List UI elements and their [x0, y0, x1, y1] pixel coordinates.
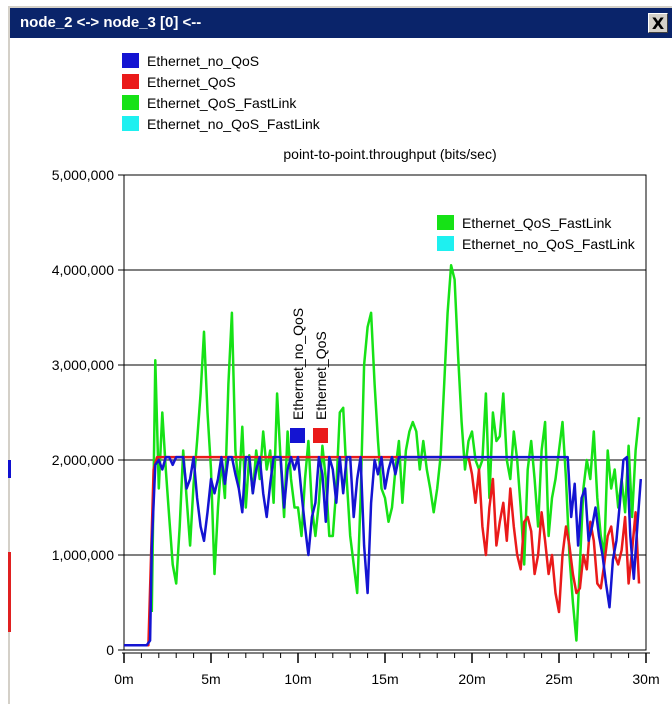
graph-window: node_2 <-> node_3 [0] <-- X — [8, 6, 672, 704]
legend-label: Ethernet_QoS — [147, 73, 236, 90]
window-title: node_2 <-> node_3 [0] <-- — [20, 14, 202, 31]
y-tick-label: 4,000,000 — [52, 262, 114, 278]
legend-label: Ethernet_no_QoS_FastLink — [147, 115, 320, 132]
inline-label-swatch — [437, 215, 454, 230]
plot-frame — [123, 174, 647, 651]
legend-swatch — [122, 53, 139, 68]
inline-label-text: Ethernet_QoS — [313, 331, 329, 420]
y-tick-label: 3,000,000 — [52, 357, 114, 373]
inline-label-swatch — [437, 236, 454, 251]
inline-label-text: Ethernet_QoS_FastLink — [462, 215, 612, 231]
x-tick-label: 0m — [114, 671, 133, 687]
legend-swatch — [122, 116, 139, 131]
x-tick-label: 10m — [284, 671, 311, 687]
inline-label-text: Ethernet_no_QoS_FastLink — [462, 236, 636, 252]
x-tick-label: 25m — [545, 671, 572, 687]
chart-title: point-to-point.throughput (bits/sec) — [283, 146, 497, 162]
inline-label-text: Ethernet_no_QoS — [290, 308, 306, 420]
x-tick-label: 5m — [201, 671, 220, 687]
close-button[interactable]: X — [648, 13, 668, 33]
legend-label: Ethernet_no_QoS — [147, 52, 260, 69]
legend: Ethernet_no_QoS Ethernet_QoS Ethernet_Qo… — [122, 50, 320, 134]
series-line-ethernet-qos-fastlink — [150, 264, 641, 642]
legend-item-ethernet-qos-fastlink: Ethernet_QoS_FastLink — [122, 92, 320, 113]
x-tick-label: 15m — [371, 671, 398, 687]
y-tick-label: 2,000,000 — [52, 452, 114, 468]
legend-swatch — [122, 95, 139, 110]
window-titlebar[interactable]: node_2 <-> node_3 [0] <-- X — [10, 8, 672, 38]
y-tick-label: 1,000,000 — [52, 547, 114, 563]
legend-item-ethernet-no-qos: Ethernet_no_QoS — [122, 50, 320, 71]
y-tick-label: 5,000,000 — [52, 167, 114, 183]
inline-label-swatch — [290, 428, 305, 443]
series-line-ethernet-qos — [124, 455, 641, 647]
left-edge-fragment — [8, 552, 11, 632]
x-tick-label: 30m — [632, 671, 659, 687]
left-edge-fragment — [8, 460, 11, 478]
series-line-ethernet-no-qos — [124, 455, 643, 647]
x-tick-label: 20m — [458, 671, 485, 687]
legend-item-ethernet-qos: Ethernet_QoS — [122, 71, 320, 92]
inline-label-swatch — [313, 428, 328, 443]
legend-swatch — [122, 74, 139, 89]
legend-label: Ethernet_QoS_FastLink — [147, 94, 297, 111]
legend-item-ethernet-no-qos-fastlink: Ethernet_no_QoS_FastLink — [122, 113, 320, 134]
y-tick-label: 0 — [106, 642, 114, 658]
